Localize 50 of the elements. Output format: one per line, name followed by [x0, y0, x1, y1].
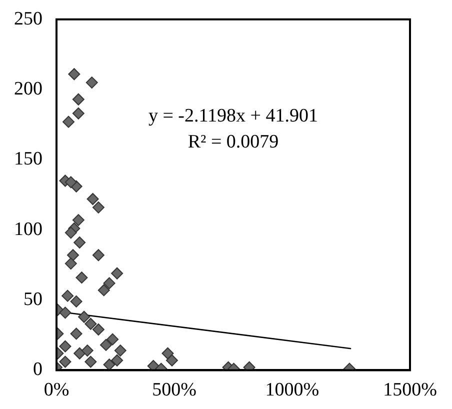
point: [114, 344, 126, 357]
point: [70, 295, 82, 308]
y-tick-label: 150: [14, 148, 42, 170]
point: [111, 267, 124, 280]
point: [62, 290, 74, 302]
point: [147, 360, 160, 370]
point: [64, 176, 77, 188]
point: [103, 277, 116, 290]
point: [66, 249, 79, 262]
point: [72, 214, 84, 226]
x-tick-label: 500%: [152, 380, 197, 401]
point: [98, 284, 110, 296]
x-tick-label: 0%: [44, 380, 70, 401]
y-tick-label: 100: [14, 218, 42, 240]
point: [166, 354, 178, 366]
point: [59, 306, 72, 319]
point: [111, 354, 124, 366]
point: [100, 338, 112, 351]
point: [74, 347, 86, 360]
point: [103, 358, 116, 370]
point: [84, 356, 97, 368]
point: [92, 201, 104, 214]
point: [76, 272, 88, 284]
point: [59, 340, 72, 352]
point: [92, 249, 104, 262]
point: [78, 310, 90, 323]
point: [86, 193, 99, 206]
point: [86, 76, 98, 89]
point: [70, 328, 82, 340]
point: [81, 344, 94, 357]
point: [92, 324, 104, 336]
point: [84, 318, 97, 330]
y-tick-label: 50: [24, 289, 42, 310]
point: [64, 226, 77, 239]
point: [64, 258, 77, 270]
y-tick-label: 200: [14, 78, 42, 100]
y-tick-label: 250: [14, 8, 42, 30]
y-tick-label: 0: [33, 359, 42, 380]
point: [106, 333, 119, 346]
point: [59, 356, 72, 368]
annotation: R² = 0.0079: [188, 131, 279, 152]
point: [72, 107, 84, 120]
point: [62, 116, 75, 128]
point: [68, 68, 80, 80]
point: [74, 236, 86, 249]
point: [162, 347, 174, 360]
point: [72, 93, 84, 106]
annotation: y = -2.1198x + 41.901: [148, 105, 318, 126]
x-tick-label: 1500%: [383, 380, 438, 401]
x-tick-label: 1000%: [265, 380, 320, 401]
